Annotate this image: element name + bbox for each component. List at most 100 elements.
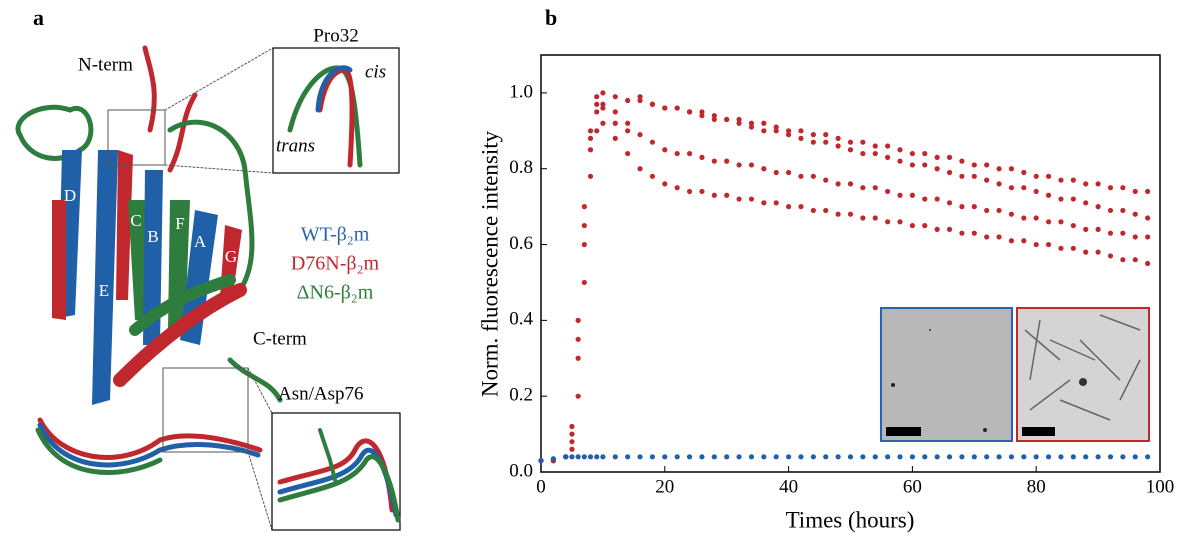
data-point [835,135,841,141]
data-point [575,355,581,361]
data-point [1083,454,1089,460]
data-point [612,120,618,126]
data-point [934,226,940,232]
data-point [860,139,866,145]
inset-images [880,307,1150,442]
data-point [1008,185,1015,191]
data-point [594,128,600,134]
data-point [1145,234,1151,240]
data-point [798,135,804,141]
data-point [984,234,990,240]
data-point [946,226,953,232]
data-point [625,97,631,104]
data-point [946,200,953,206]
data-point [984,454,990,460]
data-point [736,116,742,123]
data-point [897,158,903,164]
data-point [835,211,841,217]
y-tick-label: 0.2 [509,385,533,406]
data-point [625,120,631,126]
data-point [600,454,606,460]
data-point [625,128,631,134]
data-point [612,94,618,100]
data-point [1120,207,1126,214]
data-point [637,94,643,100]
data-point [686,454,693,460]
data-point [872,150,878,157]
data-point [984,162,990,168]
data-point [1070,245,1076,251]
data-point [885,188,891,195]
data-point [736,120,742,126]
data-point [1033,215,1039,221]
data-point [581,279,587,286]
data-point [1033,454,1039,460]
data-point [649,101,656,107]
data-point [959,230,965,236]
data-point [1095,181,1101,187]
data-point [1045,454,1052,460]
data-point [922,162,928,168]
data-point [625,454,631,460]
data-point [581,204,587,210]
data-point [1021,185,1027,191]
data-point [686,150,693,157]
data-point [996,207,1002,214]
x-tick-label: 100 [1146,476,1175,497]
data-point [1145,188,1151,195]
data-point [1045,219,1052,225]
data-point [1095,454,1101,460]
data-point [649,454,656,460]
data-point [860,185,866,191]
data-point [550,456,556,462]
data-point [587,173,594,179]
data-point [786,454,792,460]
data-point [847,139,854,145]
data-point [625,150,631,157]
data-point [959,204,965,210]
data-point [699,454,705,460]
y-axis-label: Norm. fluorescence intensity [477,130,502,397]
data-point [1132,188,1138,195]
data-point [569,431,575,437]
x-tick-label: 20 [655,476,674,497]
data-point [798,204,804,210]
data-point [1070,222,1076,229]
data-point [823,132,829,138]
strand-label: E [99,281,109,300]
y-tick-label: 0.6 [509,233,533,254]
data-point [860,454,866,460]
data-point [581,222,587,229]
data-point [897,192,903,198]
data-point [823,177,829,183]
data-point [922,222,928,229]
data-point [1145,260,1151,267]
data-point [1132,211,1138,217]
data-point [569,454,575,460]
data-point [1120,185,1126,191]
data-point [581,241,587,248]
strand-label: D [64,186,76,205]
data-point [786,169,792,176]
data-point [1008,166,1015,172]
data-point [773,124,779,130]
data-point [1132,454,1138,460]
data-point [748,120,755,126]
data-point [674,105,680,111]
data-point [872,454,878,460]
data-point [773,169,779,176]
data-point [835,454,841,460]
data-point [674,454,680,460]
data-point [897,219,903,225]
data-point [897,147,903,153]
data-point [996,234,1002,240]
data-point [909,454,916,460]
data-point [662,147,668,153]
data-point [934,154,940,160]
data-point [773,128,779,134]
data-point [786,204,792,210]
data-point [748,454,755,460]
data-point [575,454,581,460]
data-point [946,454,953,460]
